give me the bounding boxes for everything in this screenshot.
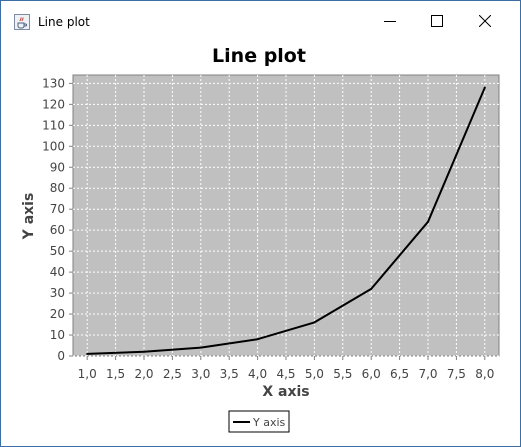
y-tick-label: 80 (50, 181, 65, 195)
x-tick-label: 6,0 (362, 367, 381, 381)
series-line (87, 87, 486, 355)
y-tick-label: 60 (50, 223, 65, 237)
y-tick-label: 0 (57, 349, 65, 363)
legend-label: Y axis (252, 416, 286, 429)
x-axis: 1,0 1,5 2,0 2,5 3,0 3,5 4,0 4,5 5,0 5,5 6,0 6,5 7,0 7… (78, 356, 494, 381)
legend-box (228, 410, 290, 433)
data-point (370, 287, 373, 290)
minimize-button[interactable] (367, 5, 413, 37)
java-cup-icon (14, 14, 30, 30)
y-tick-label: 100 (42, 139, 65, 153)
x-tick-label: 4,5 (276, 367, 295, 381)
close-icon (479, 15, 491, 27)
x-tick-label: 8,0 (475, 367, 494, 381)
window-title: Line plot (38, 15, 90, 29)
grid-lines (73, 75, 499, 357)
x-tick-label: 1,0 (78, 367, 97, 381)
x-tick-label: 5,0 (305, 367, 324, 381)
y-tick-label: 10 (50, 328, 65, 342)
x-tick-label: 1,5 (106, 367, 125, 381)
data-point (199, 346, 202, 349)
data-point (483, 86, 486, 89)
x-tick-label: 3,0 (191, 367, 210, 381)
y-tick-label: 120 (42, 97, 65, 111)
y-axis-label: Y axis (21, 193, 37, 241)
legend: Y axis (228, 410, 290, 433)
series-group (86, 86, 486, 355)
data-point (86, 352, 89, 355)
x-tick-label: 2,0 (134, 367, 153, 381)
x-tick-label: 6,5 (390, 367, 409, 381)
y-tick-label: 50 (50, 244, 65, 258)
data-point (313, 321, 316, 324)
y-tick-label: 20 (50, 307, 65, 321)
x-tick-label: 3,5 (220, 367, 239, 381)
y-tick-label: 90 (50, 160, 65, 174)
data-point (427, 220, 429, 223)
title-bar[interactable]: Line plot (1, 1, 520, 41)
minimize-icon (384, 21, 396, 22)
y-tick-label: 130 (42, 76, 65, 90)
maximize-button[interactable] (414, 5, 460, 37)
x-tick-label: 5,5 (333, 367, 352, 381)
x-tick-label: 7,5 (447, 367, 466, 381)
data-point (256, 338, 259, 341)
y-tick-label: 40 (50, 265, 65, 279)
y-tick-label: 30 (50, 286, 65, 300)
x-tick-label: 2,5 (163, 367, 182, 381)
data-point (143, 350, 145, 353)
line-chart: Line plot 0 10 20 30 40 50 60 70 80 90 100 110 120 13… (21, 45, 500, 433)
x-tick-label: 7,0 (418, 367, 437, 381)
y-axis: 0 10 20 30 40 50 60 70 80 90 100 110 120 130 (42, 76, 73, 363)
chart-title: Line plot (212, 45, 306, 67)
maximize-icon (431, 15, 443, 27)
y-tick-label: 70 (50, 202, 65, 216)
x-axis-label: X axis (262, 384, 309, 400)
x-tick-label: 4,0 (248, 367, 267, 381)
close-button[interactable] (462, 5, 508, 37)
y-tick-label: 110 (42, 118, 65, 132)
